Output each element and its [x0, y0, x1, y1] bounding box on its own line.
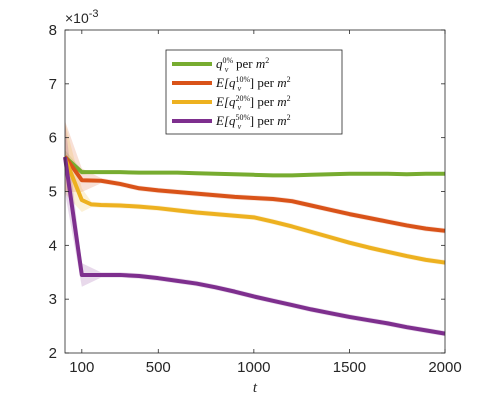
y-tick-label: 4	[49, 237, 57, 254]
y-tick-label: 8	[49, 22, 57, 39]
y-tick-label: 5	[49, 184, 57, 201]
legend-label-3: E[q20% v] per m2	[215, 94, 291, 112]
y-axis: 2 3 4 5 6 7 8	[49, 22, 445, 362]
x-tick-label: 1500	[333, 359, 366, 376]
x-tick-label: 1000	[237, 359, 270, 376]
series-line-2	[63, 155, 446, 233]
y-tick-label: 3	[49, 291, 57, 308]
legend: q0% v per m2E[q10% v] per m2E[q20% v] per m…	[165, 49, 343, 135]
legend-label-4: E[q50% v] per m2	[215, 113, 291, 131]
series-line-4	[63, 156, 446, 336]
series-line-1	[63, 155, 445, 178]
series-line-3	[63, 157, 446, 265]
y-axis-multiplier: ×10-3	[65, 8, 99, 26]
series-lines	[63, 155, 446, 336]
x-axis-label: t	[253, 380, 258, 396]
x-axis: 100 500 1000 1500 2000	[69, 30, 462, 376]
legend-label-2: E[q10% v] per m2	[215, 75, 291, 93]
y-tick-label: 2	[49, 345, 57, 362]
x-tick-label: 500	[146, 359, 171, 376]
x-tick-label: 100	[69, 359, 94, 376]
legend-label-1: q0% v per m2	[216, 56, 269, 74]
x-tick-label: 2000	[428, 359, 461, 376]
y-tick-label: 7	[49, 76, 57, 93]
y-tick-label: 6	[49, 130, 57, 147]
